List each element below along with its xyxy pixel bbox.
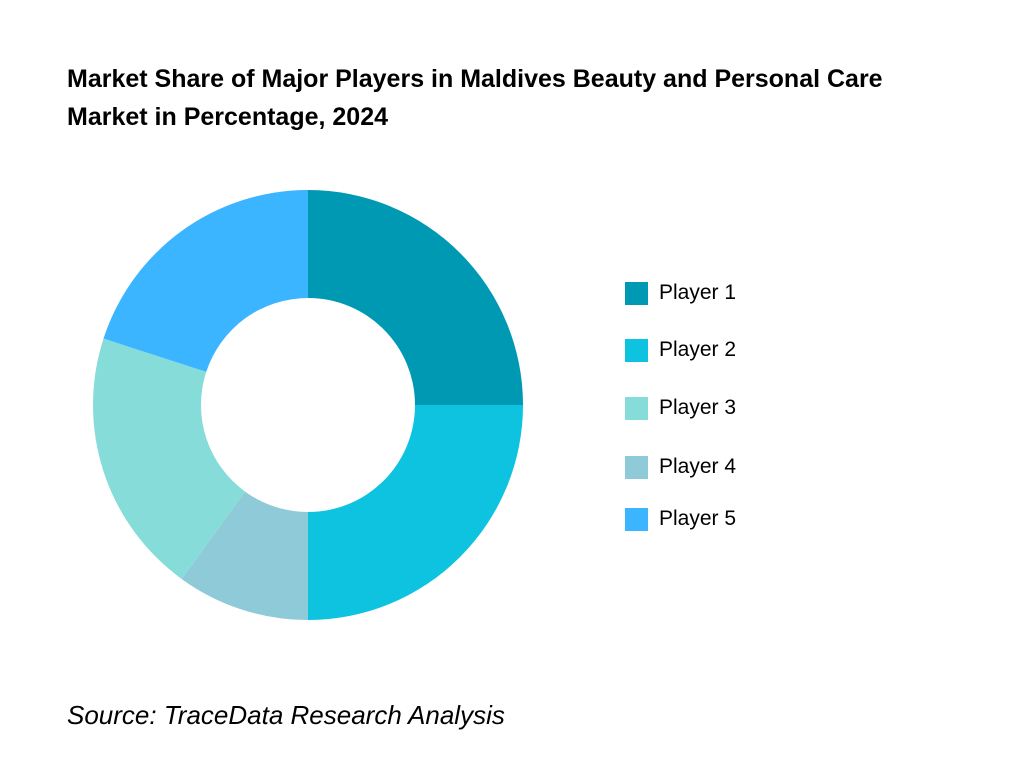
legend-label: Player 5: [659, 507, 737, 530]
slice-player-3: [92, 338, 246, 579]
slice-player-2: [308, 405, 523, 620]
legend-label: Player 2: [659, 338, 737, 361]
legend-label: Player 4: [659, 455, 737, 478]
legend-item: Player 1: [625, 281, 736, 305]
legend-swatch: [625, 455, 648, 479]
legend-item: Player 2: [625, 338, 736, 362]
legend-label: Player 3: [659, 396, 737, 419]
legend-item: Player 5: [625, 507, 736, 531]
legend-swatch: [625, 396, 648, 420]
slice-player-1: [308, 190, 523, 405]
legend-item: Player 3: [625, 396, 736, 420]
legend-item: Player 4: [625, 455, 736, 479]
legend-swatch: [625, 507, 648, 531]
legend-swatch: [625, 338, 648, 362]
slice-player-4: [181, 491, 308, 620]
legend-label: Player 1: [659, 281, 737, 304]
chart-title: Market Share of Major Players in Maldive…: [67, 65, 883, 131]
slice-player-5: [103, 190, 308, 372]
legend-swatch: [625, 281, 648, 305]
source-note: Source: TraceData Research Analysis: [67, 700, 505, 730]
